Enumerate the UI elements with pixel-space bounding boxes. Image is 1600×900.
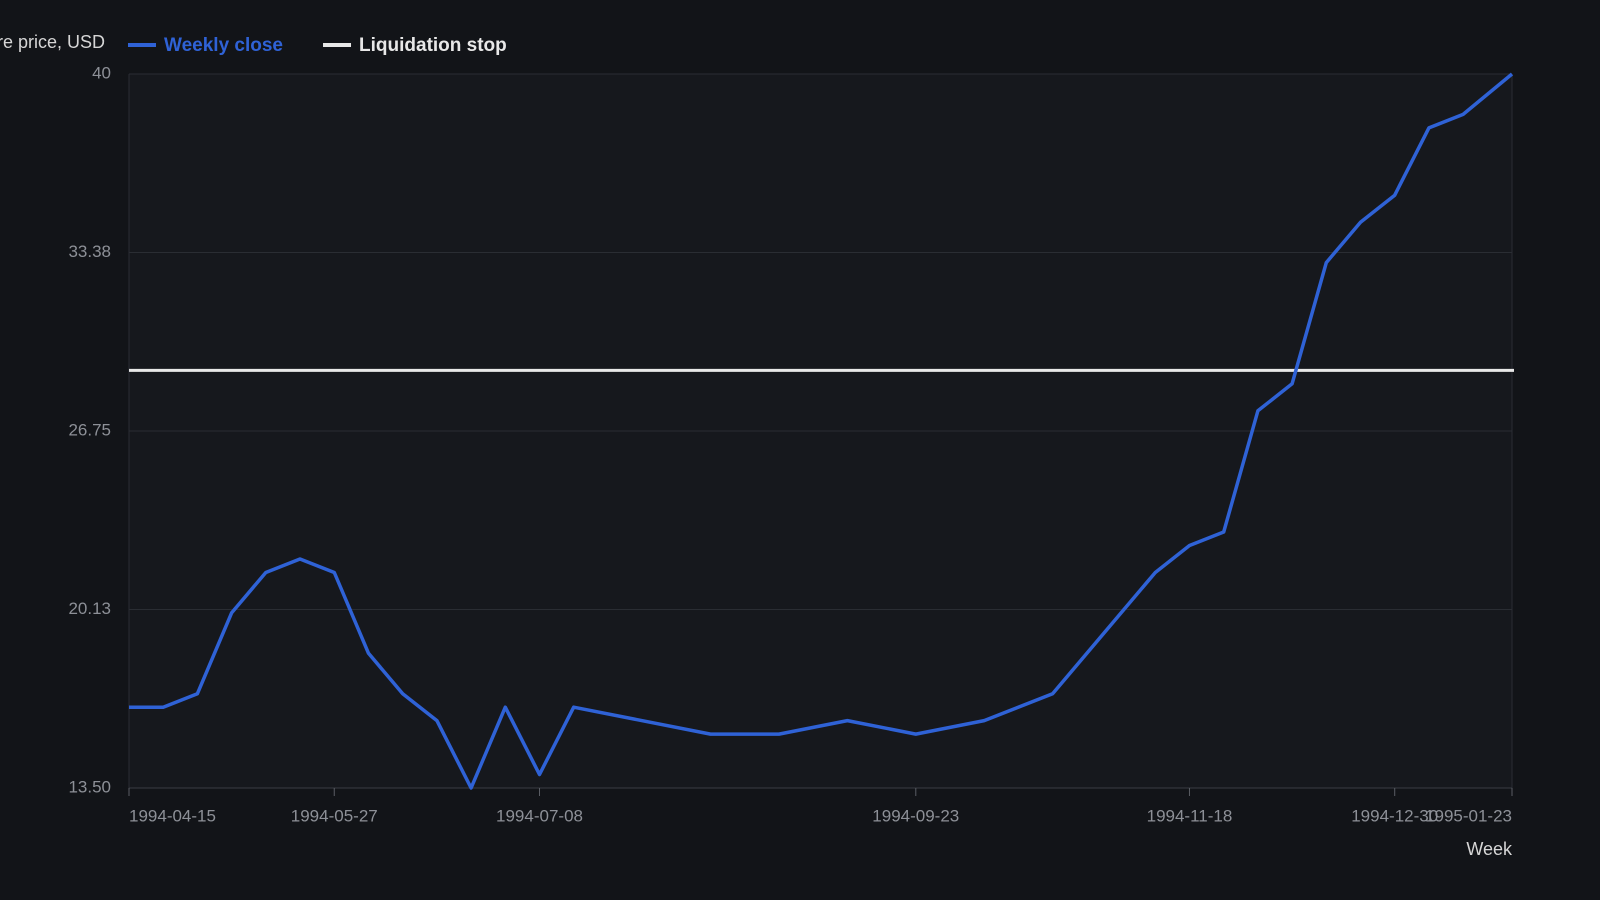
y-tick-label: 40 <box>92 63 111 82</box>
x-axis-label: Week <box>1466 839 1513 859</box>
x-tick-label: 1994-05-27 <box>291 806 378 825</box>
y-tick-label: 13.50 <box>68 777 111 796</box>
x-tick-label: 1994-11-18 <box>1147 806 1233 825</box>
y-axis-label: re price, USD <box>0 32 105 52</box>
y-tick-label: 20.13 <box>68 599 111 618</box>
legend-label: Weekly close <box>164 35 283 56</box>
x-tick-label: 1994-09-23 <box>872 806 959 825</box>
y-tick-label: 26.75 <box>68 420 111 439</box>
x-tick-label: 1994-07-08 <box>496 806 583 825</box>
legend-label: Liquidation stop <box>359 35 507 56</box>
x-tick-label: 1994-04-15 <box>129 806 216 825</box>
x-tick-label: 1994-12-30 <box>1351 806 1438 825</box>
price-line <box>129 72 1514 790</box>
x-tick-label: 1995-01-23 <box>1425 806 1512 825</box>
y-tick-label: 33.38 <box>68 242 111 261</box>
